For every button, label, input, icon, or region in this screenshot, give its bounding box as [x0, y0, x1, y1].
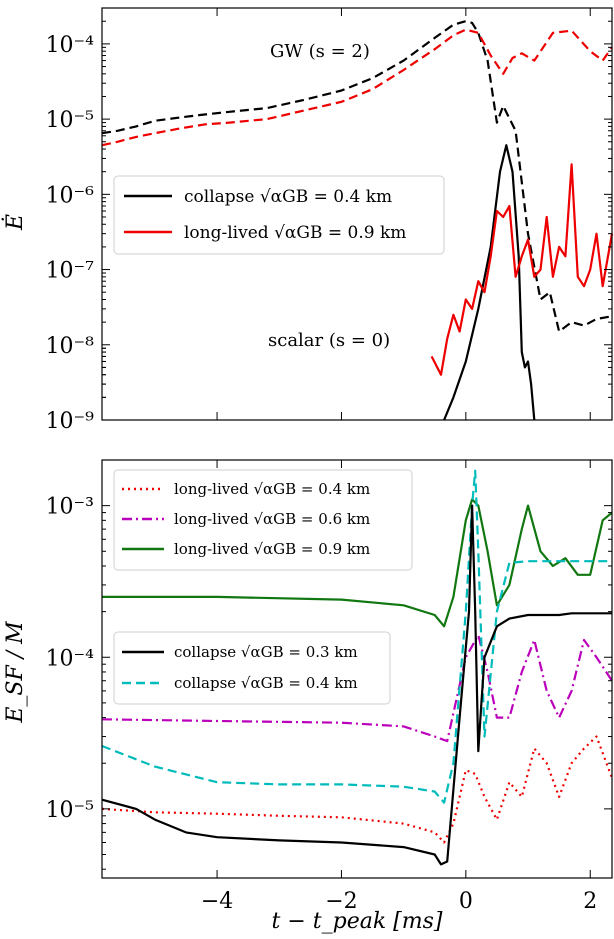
ytick-label: 10⁻⁵ [46, 798, 94, 823]
bottom-legend-lower-box [113, 631, 391, 705]
ytick-label: 10⁻⁵ [46, 108, 94, 133]
top-curves [101, 20, 614, 421]
ytick-label: 10⁻⁴ [46, 33, 95, 58]
series-long-lived-0-6-km [101, 633, 613, 743]
legend-label-longlived-0.4: long-lived √αGB = 0.4 km [174, 480, 370, 498]
top-y-axis-label: Ė [1, 214, 28, 231]
top-legend: collapse √αGB = 0.4 km long-lived √αGB =… [113, 175, 445, 255]
scalar-annotation: scalar (s = 0) [268, 330, 390, 351]
bottom-xticks: −4 −2 0 2 [201, 460, 597, 914]
bottom-legend-lower: collapse √αGB = 0.3 km collapse √αGB = 0… [113, 631, 391, 705]
legend-label-collapse-0.4: collapse √αGB = 0.4 km [184, 187, 392, 207]
top-legend-box [113, 175, 445, 255]
legend-label-collapse-0.4-bottom: collapse √αGB = 0.4 km [174, 674, 358, 692]
legend-label-longlived-0.6: long-lived √αGB = 0.6 km [174, 510, 370, 528]
bottom-legend-upper: long-lived √αGB = 0.4 km long-lived √αGB… [113, 469, 413, 571]
top-yticks: 10⁻⁹ 10⁻⁸ 10⁻⁷ 10⁻⁶ 10⁻⁵ 10⁻⁴ [46, 7, 612, 434]
legend-label-collapse-0.3: collapse √αGB = 0.3 km [174, 643, 358, 661]
ytick-label: 10⁻⁸ [46, 334, 95, 359]
series-long-lived-0-4-km [101, 735, 614, 844]
top-axes-frame [101, 7, 613, 421]
bottom-yticks: 10⁻⁵ 10⁻⁴ 10⁻³ [46, 459, 612, 870]
xtick-label: 0 [459, 889, 473, 914]
ytick-label: 10⁻⁷ [46, 259, 95, 284]
bottom-axes-frame [101, 459, 613, 879]
xtick-label: 2 [583, 889, 597, 914]
gw-annotation: GW (s = 2) [270, 41, 370, 62]
ytick-label: 10⁻⁶ [46, 183, 95, 208]
legend-label-longlived-0.9: long-lived √αGB = 0.9 km [184, 223, 406, 243]
x-axis-label: t − t_peak [ms] [272, 909, 443, 934]
ytick-label: 10⁻⁹ [46, 409, 95, 434]
top-xticks [216, 8, 591, 420]
series-gw-long-lived [101, 28, 613, 147]
series-collapse-0-3-km [101, 504, 612, 866]
top-panel: 10⁻⁹ 10⁻⁸ 10⁻⁷ 10⁻⁶ 10⁻⁵ 10⁻⁴ Ė GW (s = 2) sc… [1, 7, 614, 434]
bottom-panel: 10⁻⁵ 10⁻⁴ 10⁻³ −4 −2 0 2 E_SF / M t − t_peak … [3, 459, 614, 934]
series-long-lived-0-9-km [102, 498, 613, 628]
xtick-label: −4 [201, 889, 233, 914]
series-scalar-collapse [443, 144, 536, 421]
ytick-label: 10⁻⁴ [46, 646, 95, 671]
legend-label-longlived-0.9-bottom: long-lived √αGB = 0.9 km [174, 540, 370, 558]
xtick-label: −2 [325, 889, 357, 914]
bottom-legend-upper-box [113, 469, 413, 571]
bottom-curves [101, 469, 614, 866]
bottom-y-axis-label: E_SF / M [3, 621, 28, 724]
ytick-label: 10⁻³ [46, 495, 94, 520]
series-scalar-long-lived [430, 163, 614, 376]
